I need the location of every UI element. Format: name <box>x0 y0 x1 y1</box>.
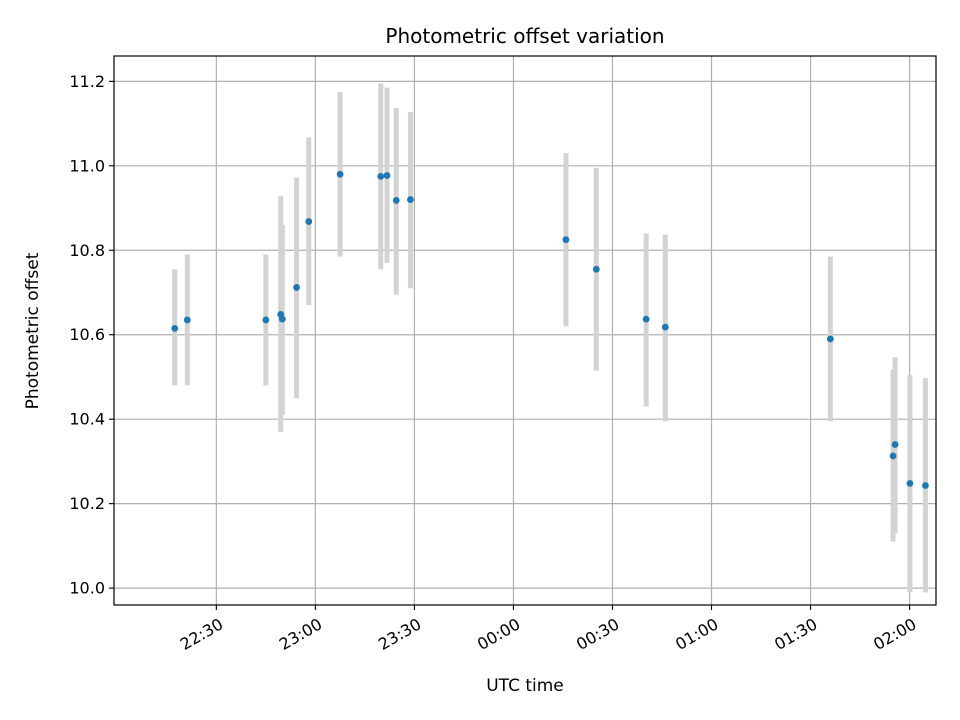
data-point <box>407 196 414 203</box>
y-tick-label: 10.6 <box>69 325 105 344</box>
data-point <box>922 482 929 489</box>
data-point <box>336 170 344 178</box>
data-point <box>383 172 391 179</box>
data-point <box>592 265 600 273</box>
data-point <box>183 316 191 324</box>
data-point <box>278 315 286 323</box>
y-tick-label: 11.0 <box>69 156 105 175</box>
y-tick-label: 10.2 <box>69 494 105 513</box>
data-point <box>906 479 914 487</box>
data-point <box>377 172 385 180</box>
data-point <box>171 324 179 332</box>
data-point <box>889 452 897 460</box>
x-axis-label: UTC time <box>486 676 564 696</box>
grid <box>114 56 936 605</box>
y-axis-label: Photometric offset <box>23 252 43 409</box>
data-point <box>305 218 313 225</box>
y-axis-ticks: 10.0 10.2 10.4 10.6 10.8 11.0 11.2 <box>69 72 114 598</box>
data-point <box>262 316 270 324</box>
chart-title: Photometric offset variation <box>385 24 664 48</box>
data-point <box>826 335 834 343</box>
data-points <box>171 170 929 489</box>
y-tick-label: 10.8 <box>69 241 105 260</box>
data-point <box>293 284 300 291</box>
data-point <box>642 315 650 323</box>
data-point <box>392 197 400 204</box>
y-tick-label: 10.0 <box>69 579 105 598</box>
data-point <box>661 323 669 331</box>
plot-frame <box>113 55 937 606</box>
data-point <box>562 236 570 244</box>
data-point <box>891 441 899 448</box>
y-tick-label: 10.4 <box>69 410 105 429</box>
y-tick-label: 11.2 <box>69 72 105 91</box>
